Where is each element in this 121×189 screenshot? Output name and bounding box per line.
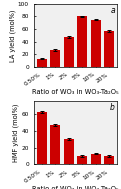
Bar: [91, 153, 101, 164]
Bar: [77, 156, 87, 164]
Bar: [50, 50, 60, 67]
Bar: [37, 59, 47, 67]
Bar: [104, 31, 114, 67]
Bar: [91, 19, 101, 67]
X-axis label: Ratio of WO₃ in WO₃-Ta₂O₅: Ratio of WO₃ in WO₃-Ta₂O₅: [32, 186, 119, 189]
Bar: [77, 16, 87, 67]
Bar: [64, 37, 74, 67]
Bar: [64, 139, 74, 164]
X-axis label: Ratio of WO₃ in WO₃-Ta₂O₅: Ratio of WO₃ in WO₃-Ta₂O₅: [32, 89, 119, 95]
Text: b: b: [110, 103, 115, 112]
Bar: [104, 156, 114, 164]
Bar: [50, 125, 60, 164]
Y-axis label: HMF yield (mol%): HMF yield (mol%): [13, 104, 19, 162]
Text: a: a: [110, 6, 115, 15]
Bar: [37, 112, 47, 164]
Y-axis label: LA yield (mol%): LA yield (mol%): [9, 9, 16, 62]
